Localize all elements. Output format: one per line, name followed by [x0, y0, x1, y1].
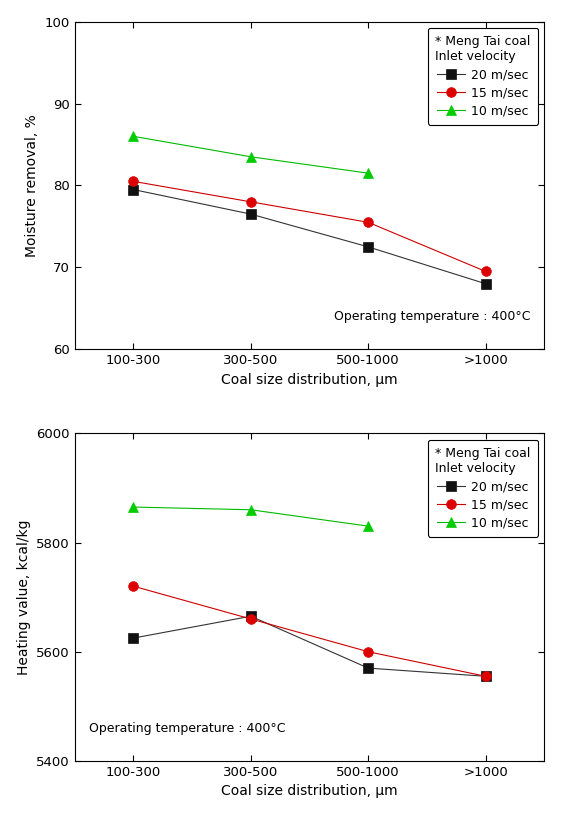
15 m/sec [130, 581, 137, 591]
15 m/sec [365, 647, 371, 657]
20 m/sec [482, 672, 489, 681]
15 m/sec [365, 218, 371, 227]
10 m/sec [365, 168, 371, 178]
Line: 10 m/sec: 10 m/sec [128, 131, 373, 178]
20 m/sec [482, 279, 489, 289]
10 m/sec [130, 131, 137, 141]
10 m/sec [247, 152, 254, 161]
20 m/sec [130, 185, 137, 195]
20 m/sec [365, 242, 371, 252]
Legend: 20 m/sec, 15 m/sec, 10 m/sec: 20 m/sec, 15 m/sec, 10 m/sec [427, 28, 538, 125]
20 m/sec [130, 633, 137, 643]
Y-axis label: Moisture removal, %: Moisture removal, % [25, 114, 39, 257]
Text: Operating temperature : 400°C: Operating temperature : 400°C [334, 310, 530, 323]
20 m/sec [247, 209, 254, 219]
20 m/sec [247, 611, 254, 621]
X-axis label: Coal size distribution, μm: Coal size distribution, μm [221, 372, 398, 386]
X-axis label: Coal size distribution, μm: Coal size distribution, μm [221, 784, 398, 799]
Line: 15 m/sec: 15 m/sec [128, 581, 490, 681]
10 m/sec [130, 502, 137, 512]
Line: 20 m/sec: 20 m/sec [128, 185, 490, 289]
10 m/sec [247, 504, 254, 514]
Line: 10 m/sec: 10 m/sec [128, 502, 373, 531]
Legend: 20 m/sec, 15 m/sec, 10 m/sec: 20 m/sec, 15 m/sec, 10 m/sec [427, 439, 538, 536]
15 m/sec [482, 267, 489, 276]
15 m/sec [247, 614, 254, 623]
10 m/sec [365, 522, 371, 531]
15 m/sec [247, 197, 254, 207]
Y-axis label: Heating value, kcal/kg: Heating value, kcal/kg [17, 519, 31, 675]
Text: Operating temperature : 400°C: Operating temperature : 400°C [89, 722, 286, 734]
Line: 15 m/sec: 15 m/sec [128, 177, 490, 276]
15 m/sec [130, 177, 137, 187]
Line: 20 m/sec: 20 m/sec [128, 611, 490, 681]
15 m/sec [482, 672, 489, 681]
20 m/sec [365, 663, 371, 673]
